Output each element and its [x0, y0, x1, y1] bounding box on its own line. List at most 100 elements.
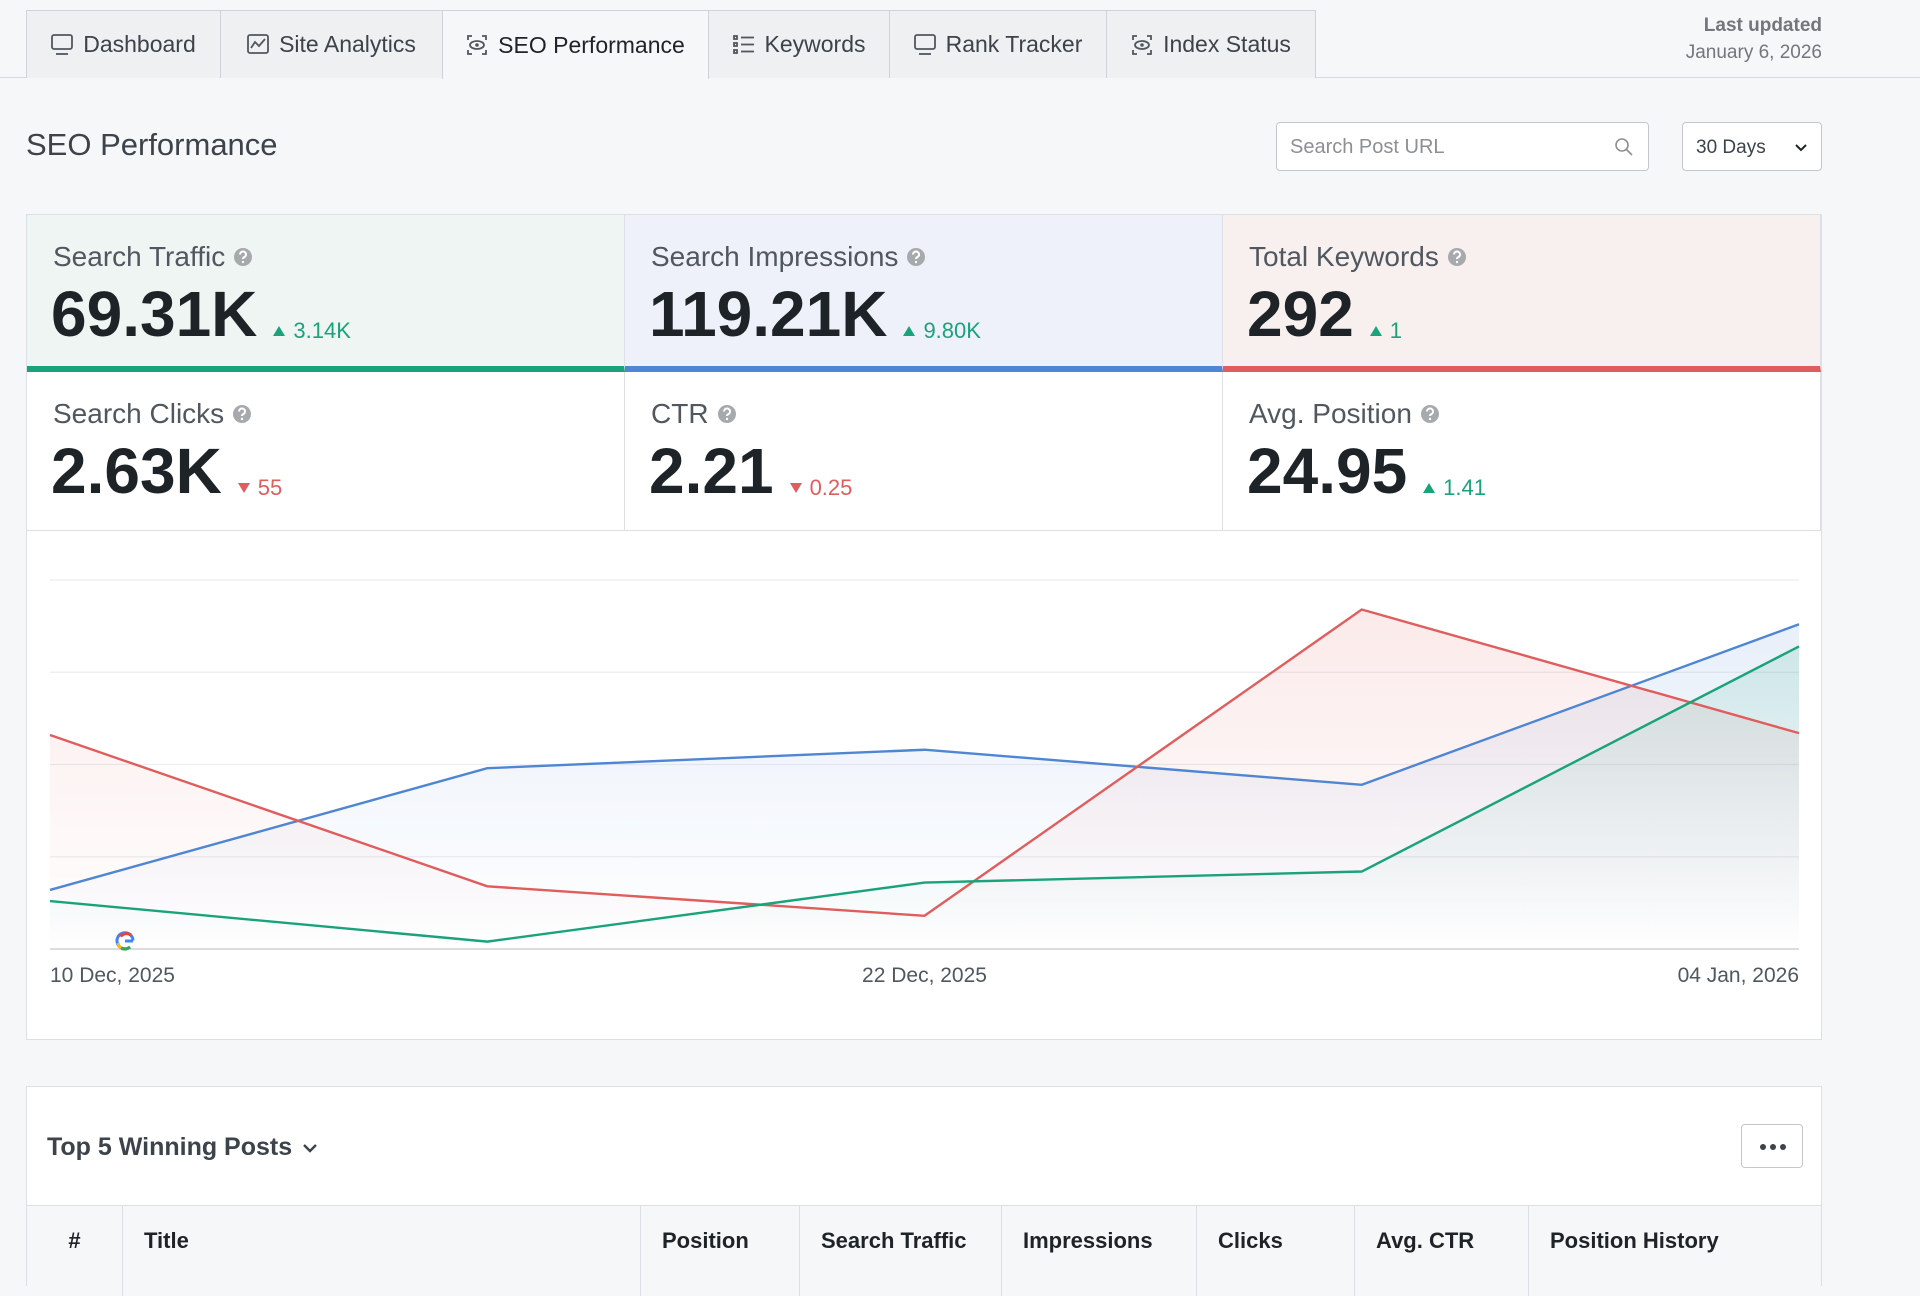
last-updated-label: Last updated	[1703, 15, 1822, 36]
area	[50, 646, 1799, 949]
metric-cards: Search Traffic 69.31K 3.14K Search Impressi…	[26, 214, 1822, 531]
metric-value: 119.21K 9.80K	[649, 277, 981, 351]
tab-label: Dashboard	[83, 31, 196, 57]
metric-change-text: 1	[1389, 318, 1403, 343]
metric-label-text: Search Impressions	[651, 241, 899, 272]
search-placeholder: Search Post URL	[1290, 136, 1445, 158]
tab-label: Site Analytics	[279, 31, 416, 57]
table-title[interactable]: Top 5 Winning Posts	[47, 1133, 318, 1162]
x-tick-label: 10 Dec, 2025	[50, 964, 175, 987]
tab-icon	[1132, 34, 1152, 55]
metric-value-text: 2.63K	[51, 435, 222, 507]
metric-card: Search Traffic 69.31K 3.14K	[27, 215, 625, 372]
metric-value: 2.63K 55	[51, 434, 282, 508]
column-divider	[122, 1206, 123, 1296]
metric-card: CTR 2.21 0.25	[625, 372, 1223, 531]
tab-icon	[467, 35, 488, 55]
google-icon	[115, 931, 135, 951]
chart-panel: 10 Dec, 2025 22 Dec, 2025 04 Jan, 2026	[26, 531, 1822, 1040]
metric-change: 1	[1369, 318, 1403, 344]
column-header: Title	[144, 1228, 189, 1253]
metric-value: 292 1	[1247, 277, 1402, 351]
trend-arrow	[1423, 483, 1436, 493]
help-icon	[717, 405, 736, 423]
metric-card: Avg. Position 24.95 1.41	[1223, 372, 1821, 531]
tab[interactable]: Keywords	[708, 10, 890, 78]
tab-label: Rank Tracker	[945, 31, 1083, 57]
column-header: Position	[662, 1228, 749, 1253]
range-label: 30 Days	[1696, 137, 1766, 158]
tab[interactable]: Site Analytics	[220, 10, 443, 78]
column-header: Avg. CTR	[1376, 1228, 1475, 1253]
chevron-icon	[1795, 144, 1807, 152]
tab-icon	[247, 33, 269, 54]
page-title: SEO Performance	[26, 127, 278, 162]
trend-arrow-shape	[789, 483, 802, 493]
search-input[interactable]: Search Post URL	[1276, 122, 1649, 171]
metric-change: 0.25	[789, 475, 853, 501]
table-panel: Top 5 Winning Posts # Title Position Search…	[26, 1086, 1822, 1296]
metric-value-text: 2.21	[649, 435, 774, 507]
tab[interactable]: Dashboard	[26, 10, 221, 78]
metric-label: Search Traffic	[53, 241, 253, 273]
metric-value: 69.31K 3.14K	[51, 277, 351, 351]
last-updated-date: January 6, 2026	[1685, 42, 1822, 63]
help-icon	[1447, 248, 1466, 266]
metric-label-text: Search Clicks	[53, 398, 225, 429]
trend-arrow-shape	[903, 326, 916, 336]
column-header: #	[68, 1228, 81, 1253]
more-button[interactable]	[1741, 1124, 1803, 1168]
last-updated: Last updated January 6, 2026	[1686, 12, 1822, 66]
metric-value-text: 69.31K	[51, 278, 258, 350]
metric-change: 3.14K	[273, 318, 351, 344]
chart: 10 Dec, 2025 22 Dec, 2025 04 Jan, 2026	[49, 579, 1800, 987]
range-select[interactable]: 30 Days	[1682, 122, 1822, 171]
x-tick-label: 22 Dec, 2025	[862, 964, 987, 987]
line	[49, 608, 1800, 918]
trend-arrow-shape	[1369, 326, 1382, 336]
column-divider	[640, 1206, 641, 1296]
ellipsis-icon	[1760, 1144, 1786, 1150]
tab-label: SEO Performance	[498, 31, 685, 58]
metric-change-text: 3.14K	[293, 318, 351, 343]
column-header: Position History	[1550, 1228, 1719, 1253]
metric-change-text: 1.41	[1443, 475, 1486, 500]
column-header: Impressions	[1023, 1228, 1153, 1253]
column-divider	[1196, 1206, 1197, 1296]
column-header: Clicks	[1218, 1228, 1283, 1253]
metric-value: 24.95 1.41	[1247, 434, 1486, 508]
metric-label: Avg. Position	[1249, 398, 1440, 430]
metric-change: 1.41	[1423, 475, 1486, 501]
trend-arrow	[789, 483, 802, 493]
metric-label: Total Keywords	[1249, 241, 1467, 273]
line	[49, 623, 1800, 892]
metric-label-text: Avg. Position	[1249, 398, 1412, 429]
chevron-icon	[303, 1143, 317, 1153]
tab-icon	[51, 33, 74, 55]
metric-label: Search Clicks	[53, 398, 252, 430]
tab-icon	[732, 34, 754, 54]
column-divider	[1354, 1206, 1355, 1296]
tab-icon	[913, 33, 936, 55]
metric-value-text: 292	[1247, 278, 1354, 350]
tab[interactable]: Index Status	[1106, 10, 1316, 78]
help-icon	[233, 405, 252, 423]
trend-arrow	[1369, 326, 1382, 336]
help-icon	[907, 248, 926, 266]
metric-card: Search Impressions 119.21K 9.80K	[625, 215, 1223, 372]
metric-change-text: 0.25	[809, 475, 853, 500]
tab-bar: Dashboard Site Analytics SEO Performance Ke…	[0, 0, 1920, 79]
x-tick-label: 04 Jan, 2026	[1678, 964, 1799, 987]
metric-change-text: 55	[257, 475, 283, 500]
tab[interactable]: SEO Performance	[442, 10, 709, 79]
tab[interactable]: Rank Tracker	[889, 10, 1107, 78]
metric-label: Search Impressions	[651, 241, 926, 273]
line	[49, 645, 1800, 943]
metric-value-text: 24.95	[1247, 435, 1408, 507]
metric-label: CTR	[651, 398, 737, 430]
area	[50, 609, 1799, 949]
metric-change: 9.80K	[903, 318, 981, 344]
metric-change: 55	[237, 475, 283, 501]
